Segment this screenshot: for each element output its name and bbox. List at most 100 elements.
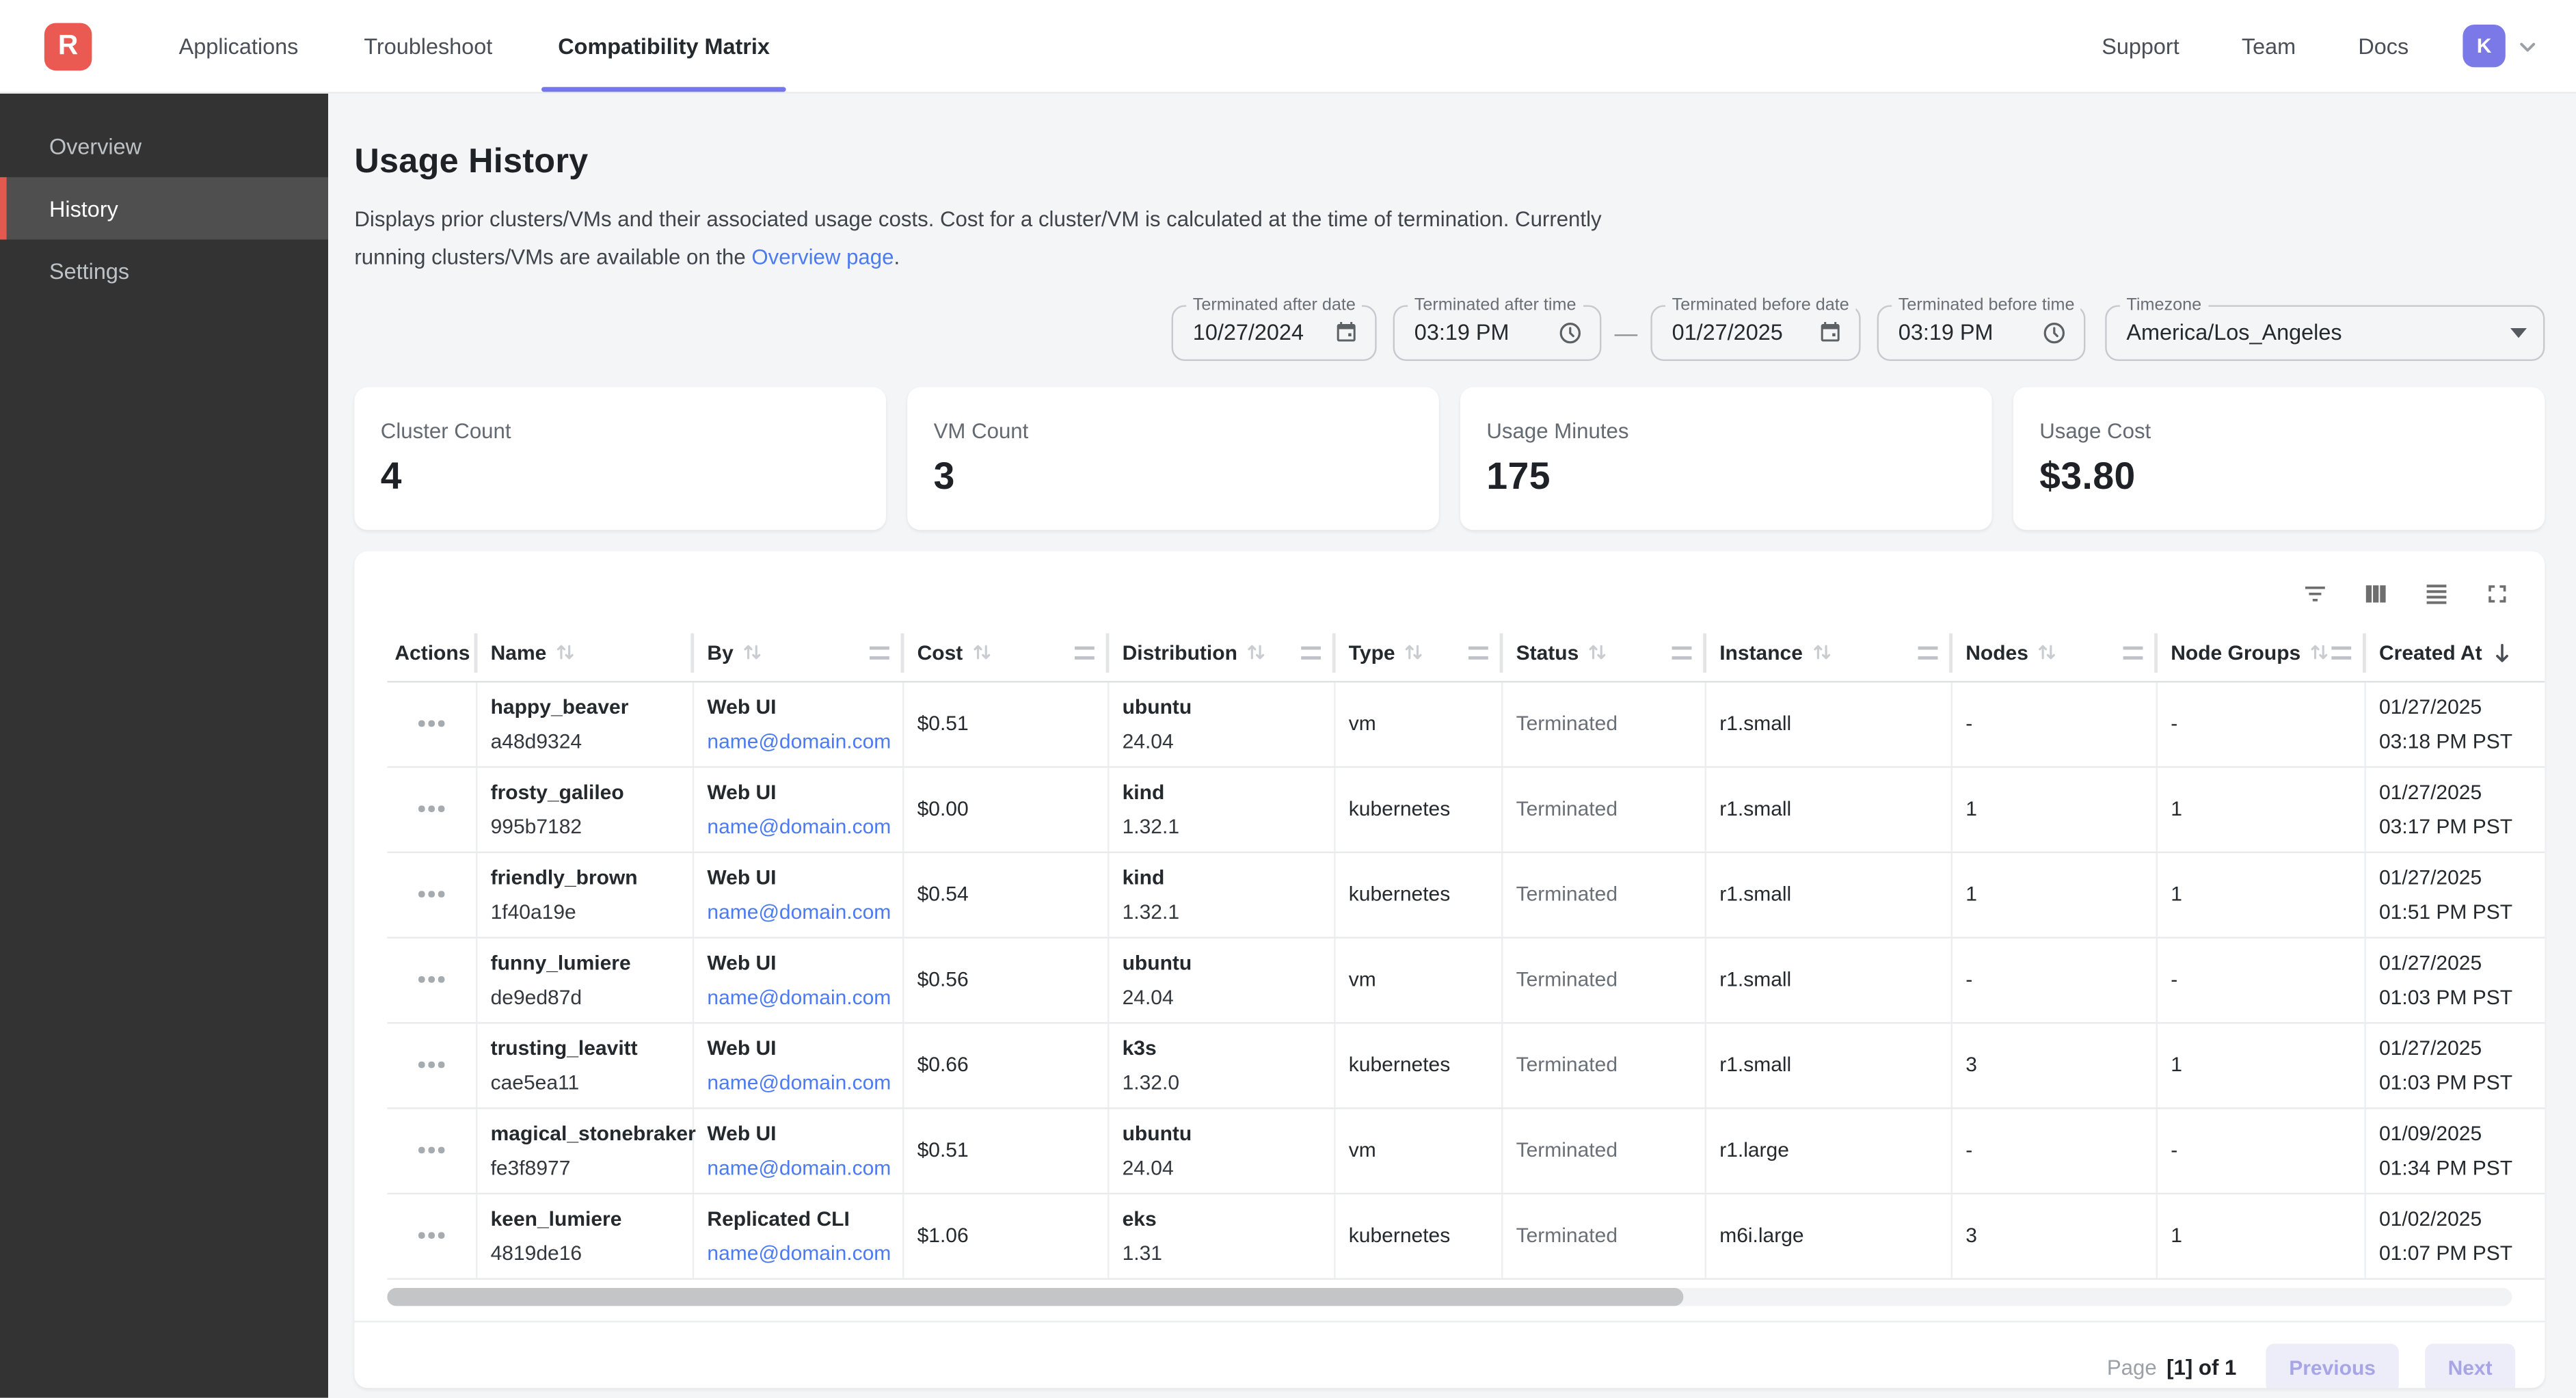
column-label: Status: [1516, 641, 1579, 664]
nav-docs[interactable]: Docs: [2358, 33, 2409, 59]
clock-icon[interactable]: [1557, 319, 1583, 345]
column-header-instance[interactable]: Instance: [1706, 624, 1953, 680]
stat-card-vm-count: VM Count 3: [907, 386, 1439, 530]
column-menu-icon[interactable]: [1301, 645, 1321, 659]
by-email-link[interactable]: name@domain.com: [707, 900, 891, 923]
sort-icon[interactable]: [554, 641, 576, 662]
cell-created: 01/27/2025 03:17 PM PST: [2366, 767, 2545, 850]
column-header-created[interactable]: Created At: [2366, 624, 2545, 680]
by-email-link[interactable]: name@domain.com: [707, 729, 891, 753]
filter-icon[interactable]: [2297, 575, 2333, 611]
nav-compatibility-matrix[interactable]: Compatibility Matrix: [525, 0, 803, 92]
column-menu-icon[interactable]: [870, 645, 889, 659]
density-icon[interactable]: [2419, 575, 2455, 611]
calendar-icon[interactable]: [1334, 320, 1358, 345]
instance-value: r1.small: [1719, 797, 1792, 820]
replicated-logo[interactable]: R: [44, 22, 92, 70]
column-header-status[interactable]: Status: [1503, 624, 1706, 680]
cell-distribution: kind 1.32.1: [1109, 767, 1336, 851]
created-time: 03:17 PM PST: [2379, 814, 2513, 838]
timezone-select[interactable]: Timezone America/Los_Angeles: [2105, 294, 2545, 360]
row-actions-button[interactable]: [412, 1052, 451, 1077]
caret-down-icon[interactable]: [2510, 327, 2527, 338]
nav-team[interactable]: Team: [2241, 33, 2296, 59]
nodes-value: 1: [1965, 883, 1977, 906]
row-actions-button[interactable]: [412, 881, 451, 906]
column-menu-icon[interactable]: [1075, 645, 1095, 659]
column-menu-icon[interactable]: [2123, 645, 2143, 659]
clock-icon[interactable]: [2041, 319, 2067, 345]
type-value: kubernetes: [1348, 1053, 1451, 1077]
sort-icon[interactable]: [1246, 641, 1267, 662]
nav-support[interactable]: Support: [2102, 33, 2179, 59]
type-value: vm: [1348, 968, 1376, 991]
by-email-link[interactable]: name@domain.com: [707, 814, 891, 838]
column-menu-icon[interactable]: [1672, 645, 1692, 659]
sort-icon[interactable]: [2037, 641, 2058, 662]
cell-cost: $0.56: [904, 937, 1110, 1021]
cell-status: Terminated: [1503, 937, 1706, 1021]
cell-actions: [387, 1108, 478, 1192]
sort-icon[interactable]: [1811, 641, 1832, 662]
sort-icon[interactable]: [971, 641, 992, 662]
row-actions-button[interactable]: [412, 1138, 451, 1163]
terminated-after-time-field[interactable]: Terminated after time 03:19 PM: [1393, 294, 1602, 360]
sort-icon[interactable]: [2309, 641, 2330, 662]
column-header-by[interactable]: By: [694, 624, 904, 680]
terminated-after-date-field[interactable]: Terminated after date 10/27/2024: [1171, 294, 1377, 360]
nodes-value: 3: [1965, 1224, 1977, 1248]
overview-page-link[interactable]: Overview page: [751, 244, 894, 269]
chevron-down-icon[interactable]: [2515, 33, 2540, 58]
created-date: 01/27/2025: [2379, 695, 2482, 718]
sort-icon[interactable]: [1587, 641, 1608, 662]
cell-by: Web UI name@domain.com: [694, 682, 904, 766]
sort-desc-icon[interactable]: [2491, 641, 2514, 664]
field-value: 10/27/2024: [1192, 320, 1304, 345]
terminated-before-time-field[interactable]: Terminated before time 03:19 PM: [1877, 294, 2086, 360]
by-email-link[interactable]: name@domain.com: [707, 985, 891, 1008]
row-actions-button[interactable]: [412, 1223, 451, 1248]
column-menu-icon[interactable]: [1468, 645, 1488, 659]
column-header-cost[interactable]: Cost: [904, 624, 1110, 680]
fullscreen-icon[interactable]: [2479, 575, 2515, 611]
sidebar-item-overview[interactable]: Overview: [49, 133, 142, 159]
horizontal-scrollbar-track[interactable]: [387, 1287, 2512, 1306]
row-actions-button[interactable]: [412, 711, 451, 736]
column-header-node-groups[interactable]: Node Groups: [2158, 624, 2366, 680]
cell-nodes: 3: [1953, 1194, 2158, 1278]
cell-name: trusting_leavitt cae5ea11: [477, 1023, 695, 1107]
user-avatar[interactable]: K: [2463, 25, 2506, 68]
cell-node-groups: 1: [2158, 1194, 2366, 1278]
sort-icon[interactable]: [742, 641, 763, 662]
previous-page-button[interactable]: Previous: [2266, 1343, 2399, 1388]
row-actions-button[interactable]: [412, 967, 451, 992]
by-email-link[interactable]: name@domain.com: [707, 1155, 891, 1179]
terminated-before-date-field[interactable]: Terminated before date 01/27/2025: [1650, 294, 1861, 360]
row-actions-button[interactable]: [412, 796, 451, 822]
cell-nodes: 1: [1953, 767, 2158, 851]
cell-name: happy_beaver a48d9324: [477, 682, 695, 766]
distribution-secondary: 1.32.0: [1122, 1071, 1180, 1094]
column-menu-icon[interactable]: [1918, 645, 1938, 659]
column-header-nodes[interactable]: Nodes: [1953, 624, 2158, 680]
by-email-link[interactable]: name@domain.com: [707, 1241, 891, 1265]
cell-instance: r1.small: [1706, 852, 1953, 937]
columns-icon[interactable]: [2358, 575, 2394, 611]
sort-icon[interactable]: [1404, 641, 1425, 662]
calendar-icon[interactable]: [1818, 320, 1842, 345]
column-label: Node Groups: [2171, 641, 2301, 664]
nav-troubleshoot[interactable]: Troubleshoot: [364, 33, 493, 59]
by-email-link[interactable]: name@domain.com: [707, 1071, 891, 1094]
sidebar-item-history[interactable]: History: [0, 177, 329, 240]
column-header-distribution[interactable]: Distribution: [1109, 624, 1336, 680]
horizontal-scrollbar-thumb[interactable]: [387, 1287, 1684, 1306]
column-header-type[interactable]: Type: [1336, 624, 1503, 680]
sidebar-item-settings[interactable]: Settings: [49, 258, 130, 284]
column-menu-icon[interactable]: [2331, 645, 2352, 659]
next-page-button[interactable]: Next: [2424, 1343, 2516, 1388]
column-label: Nodes: [1965, 641, 2028, 664]
nav-applications[interactable]: Applications: [178, 33, 299, 59]
by-source: Web UI: [707, 865, 777, 889]
column-header-name[interactable]: Name: [477, 624, 695, 680]
